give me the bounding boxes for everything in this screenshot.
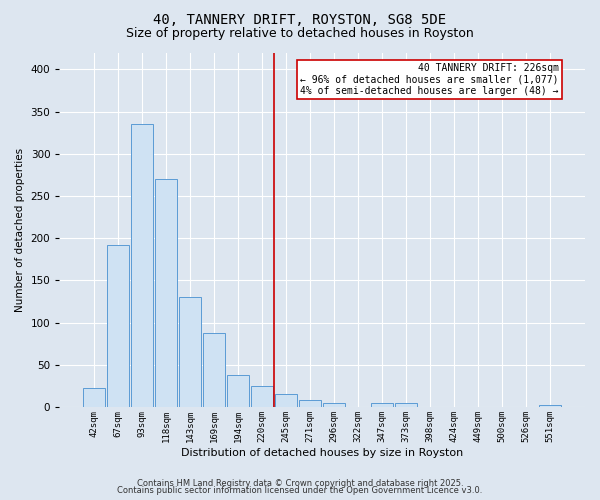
Bar [179, 297, 201, 407]
Bar [155, 179, 177, 407]
Text: Size of property relative to detached houses in Royston: Size of property relative to detached ho… [126, 28, 474, 40]
Text: 40 TANNERY DRIFT: 226sqm
← 96% of detached houses are smaller (1,077)
4% of semi: 40 TANNERY DRIFT: 226sqm ← 96% of detach… [300, 63, 559, 96]
Bar [371, 402, 393, 407]
Bar [131, 124, 153, 407]
Bar [275, 394, 297, 407]
Bar [227, 375, 249, 407]
Bar [203, 332, 225, 407]
Bar [299, 400, 321, 407]
Bar [83, 388, 105, 407]
Bar [251, 386, 273, 407]
Bar [323, 402, 345, 407]
Bar [107, 245, 129, 407]
Bar [539, 405, 561, 407]
Bar [395, 402, 417, 407]
Text: Contains HM Land Registry data © Crown copyright and database right 2025.: Contains HM Land Registry data © Crown c… [137, 478, 463, 488]
Text: Contains public sector information licensed under the Open Government Licence v3: Contains public sector information licen… [118, 486, 482, 495]
Y-axis label: Number of detached properties: Number of detached properties [15, 148, 25, 312]
X-axis label: Distribution of detached houses by size in Royston: Distribution of detached houses by size … [181, 448, 463, 458]
Text: 40, TANNERY DRIFT, ROYSTON, SG8 5DE: 40, TANNERY DRIFT, ROYSTON, SG8 5DE [154, 12, 446, 26]
